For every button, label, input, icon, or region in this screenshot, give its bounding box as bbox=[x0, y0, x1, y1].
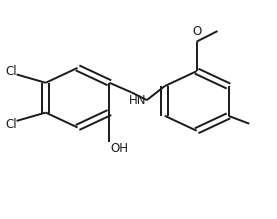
Text: Cl: Cl bbox=[5, 65, 17, 78]
Text: HN: HN bbox=[129, 94, 146, 107]
Text: OH: OH bbox=[111, 142, 129, 155]
Text: O: O bbox=[192, 25, 201, 38]
Text: Cl: Cl bbox=[5, 118, 17, 131]
